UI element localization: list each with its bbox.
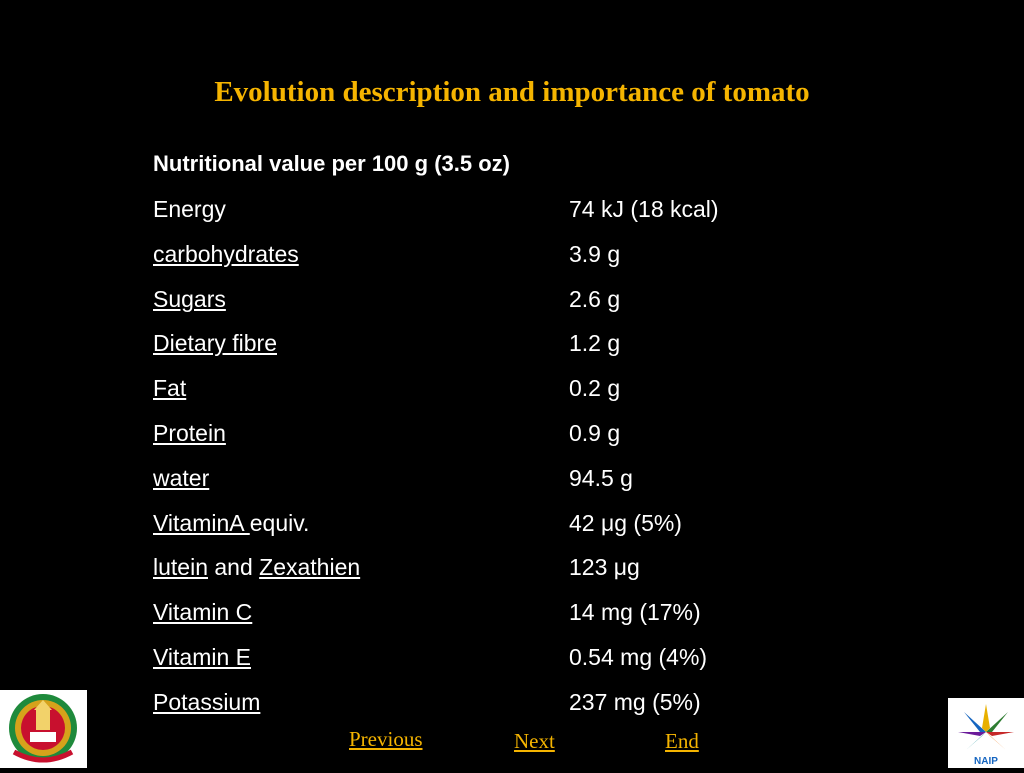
- nutrient-value: 14 mg (17%): [569, 599, 701, 625]
- table-row: Vitamin E 0.54 mg (4%): [153, 644, 853, 674]
- nutrient-link[interactable]: Zexathien: [259, 554, 361, 580]
- nutrient-value: 123 μg: [569, 554, 640, 580]
- university-emblem-logo: [0, 690, 87, 768]
- table-row: Fat 0.2 g: [153, 375, 853, 405]
- nutrient-name: Fat: [153, 375, 186, 402]
- nutrient-name: Dietary fibre: [153, 330, 277, 357]
- nutrient-value: 94.5 g: [569, 465, 633, 491]
- table-row: Potassium 237 mg (5%): [153, 689, 853, 719]
- nutrient-link[interactable]: Dietary fibre: [153, 330, 277, 356]
- nutrient-name: Sugars: [153, 286, 226, 313]
- table-row: lutein and Zexathien 123 μg: [153, 554, 853, 584]
- next-link[interactable]: Next: [514, 729, 555, 753]
- nutrient-conjunction: and: [207, 554, 260, 580]
- nutrient-value: 0.9 g: [569, 420, 621, 446]
- nutrient-suffix: equiv.: [249, 510, 310, 536]
- nutrient-name: water: [153, 465, 209, 492]
- nutrient-link[interactable]: Fat: [153, 375, 187, 401]
- nutrient-link[interactable]: water: [153, 465, 210, 491]
- nutrient-name: Vitamin C: [153, 599, 252, 626]
- naip-logo-text: NAIP: [974, 756, 998, 767]
- nutrient-link[interactable]: Potassium: [153, 689, 261, 715]
- nutrient-link[interactable]: VitaminA: [153, 510, 250, 536]
- nutrient-link[interactable]: Sugars: [153, 286, 226, 312]
- naip-star-icon: NAIP: [958, 704, 1014, 767]
- table-row: water 94.5 g: [153, 465, 853, 495]
- nutrient-name: VitaminA equiv.: [153, 510, 309, 537]
- nutrient-value: 0.54 mg (4%): [569, 644, 708, 670]
- nutrient-name: lutein and Zexathien: [153, 554, 360, 581]
- nutrient-link[interactable]: Protein: [153, 420, 226, 446]
- table-row: Sugars 2.6 g: [153, 286, 853, 316]
- table-heading: Nutritional value per 100 g (3.5 oz): [153, 151, 510, 176]
- table-row: Vitamin C 14 mg (17%): [153, 599, 853, 629]
- nutrient-label: Energy: [153, 196, 226, 222]
- table-row: VitaminA equiv. 42 μg (5%): [153, 510, 853, 540]
- nutrient-value: 3.9 g: [569, 241, 621, 267]
- nutrient-value: 42 μg (5%): [569, 510, 682, 536]
- university-emblem-icon: [9, 694, 77, 763]
- table-row: Energy 74 kJ (18 kcal): [153, 196, 853, 226]
- page-title: Evolution description and importance of …: [214, 76, 810, 108]
- nutrient-value: 237 mg (5%): [569, 689, 701, 715]
- table-row: Dietary fibre 1.2 g: [153, 330, 853, 360]
- naip-logo: NAIP: [948, 698, 1024, 768]
- end-link[interactable]: End: [665, 729, 699, 753]
- nutrient-name: Potassium: [153, 689, 260, 716]
- nutrient-link[interactable]: Vitamin E: [153, 644, 252, 670]
- nutrient-value: 0.2 g: [569, 375, 621, 401]
- nutrient-name: Energy: [153, 196, 226, 223]
- table-row: carbohydrates 3.9 g: [153, 241, 853, 271]
- nutrient-value: 1.2 g: [569, 330, 621, 356]
- nutrient-name: Protein: [153, 420, 226, 447]
- table-row: Protein 0.9 g: [153, 420, 853, 450]
- previous-link[interactable]: Previous: [349, 727, 423, 751]
- nutrient-name: carbohydrates: [153, 241, 299, 268]
- nutrient-value: 74 kJ (18 kcal): [569, 196, 719, 222]
- nutrient-link[interactable]: carbohydrates: [153, 241, 299, 267]
- nutrient-link[interactable]: Vitamin C: [153, 599, 253, 625]
- nutrient-link[interactable]: lutein: [153, 554, 208, 580]
- nutrient-value: 2.6 g: [569, 286, 621, 312]
- nutrient-name: Vitamin E: [153, 644, 251, 671]
